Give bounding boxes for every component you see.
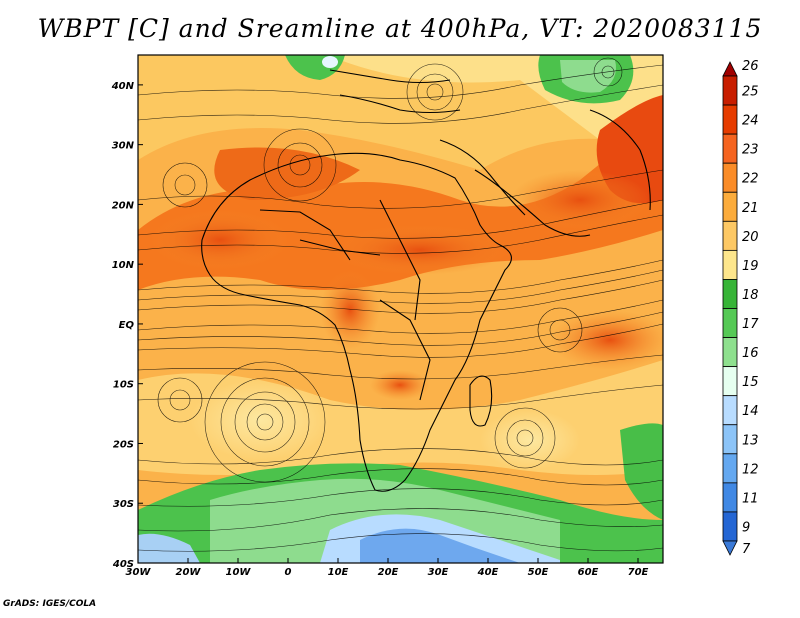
lat-tick-label: 10N [112, 260, 135, 271]
temperature-field [138, 55, 663, 563]
colorbar-label: 19 [742, 259, 759, 274]
lon-tick-label: 10W [226, 567, 252, 578]
plot-frame [137, 54, 664, 564]
colorbar-swatch [722, 191, 738, 222]
lon-tick-label: 50E [528, 567, 549, 578]
colorbar-label: 15 [742, 375, 759, 390]
lon-tick-label: 20E [378, 567, 399, 578]
colorbar-label: 20 [742, 230, 759, 245]
colorbar-swatch [722, 511, 738, 542]
colorbar-label: 21 [742, 201, 759, 216]
lat-tick-label: 40S [112, 559, 134, 570]
colorbar-swatch [722, 279, 738, 309]
colorbar: 26 25 24 23 22 21 20 19 18 17 16 15 14 13 12 11 9 7 [722, 59, 759, 557]
colorbar-swatch [722, 424, 738, 455]
lat-tick-label: 30S [113, 499, 134, 510]
colorbar-label: 14 [742, 404, 759, 419]
colorbar-swatch [722, 337, 738, 368]
lon-axis: 30W 20W 10W 0 10E 20E 30E 40E 50E 60E 70E [126, 558, 649, 578]
colorbar-swatch [722, 366, 738, 397]
lon-tick-label: 60E [578, 567, 599, 578]
colorbar-label: 25 [742, 85, 759, 100]
colorbar-swatch [722, 133, 738, 164]
colorbar-swatch [722, 104, 738, 135]
lat-tick-label: 20S [113, 439, 134, 450]
lon-tick-label: 0 [285, 567, 292, 578]
streamlines [138, 57, 663, 552]
colorbar-swatch [722, 482, 738, 513]
lon-tick-label: 30W [126, 567, 152, 578]
lon-tick-label: 70E [628, 567, 649, 578]
colorbar-label: 22 [742, 172, 759, 187]
chart-title: WBPT [C] and Sreamline at 400hPa, VT: 20… [37, 14, 763, 43]
colorbar-label: 18 [742, 288, 759, 303]
colorbar-bottom-arrow [722, 540, 738, 556]
colorbar-label: 9 [742, 520, 750, 535]
coastlines [201, 69, 651, 492]
lon-tick-label: 20W [176, 567, 202, 578]
colorbar-label: 12 [742, 462, 759, 477]
colorbar-label: 26 [742, 59, 759, 74]
lat-tick-label: 30N [112, 141, 135, 152]
lat-tick-label: 20N [112, 200, 135, 211]
lat-tick-label: EQ [119, 320, 135, 331]
lon-tick-label: 30E [428, 567, 449, 578]
colorbar-top-arrow [722, 61, 738, 77]
colorbar-label: 16 [742, 346, 759, 361]
colorbar-swatch [722, 75, 738, 106]
colorbar-swatch [722, 220, 738, 251]
colorbar-swatch [722, 308, 738, 338]
colorbar-swatch [722, 453, 738, 484]
colorbar-label: 23 [742, 143, 759, 158]
colorbar-swatch [722, 249, 738, 280]
colorbar-swatch [722, 395, 738, 426]
colorbar-label: 13 [742, 433, 759, 448]
colorbar-label: 7 [742, 542, 751, 557]
lon-tick-label: 10E [328, 567, 349, 578]
lat-axis: 40N 30N 20N 10N EQ 10S 20S 30S 40S [111, 81, 143, 570]
lat-tick-label: 40N [111, 81, 135, 92]
credit-label: GrADS: IGES/COLA [3, 599, 97, 609]
colorbar-swatch [722, 162, 738, 193]
colorbar-label: 24 [742, 114, 759, 129]
colorbar-label: 17 [742, 317, 759, 332]
colorbar-label: 11 [742, 491, 759, 506]
lat-tick-label: 10S [113, 380, 134, 391]
lon-tick-label: 40E [477, 567, 499, 578]
